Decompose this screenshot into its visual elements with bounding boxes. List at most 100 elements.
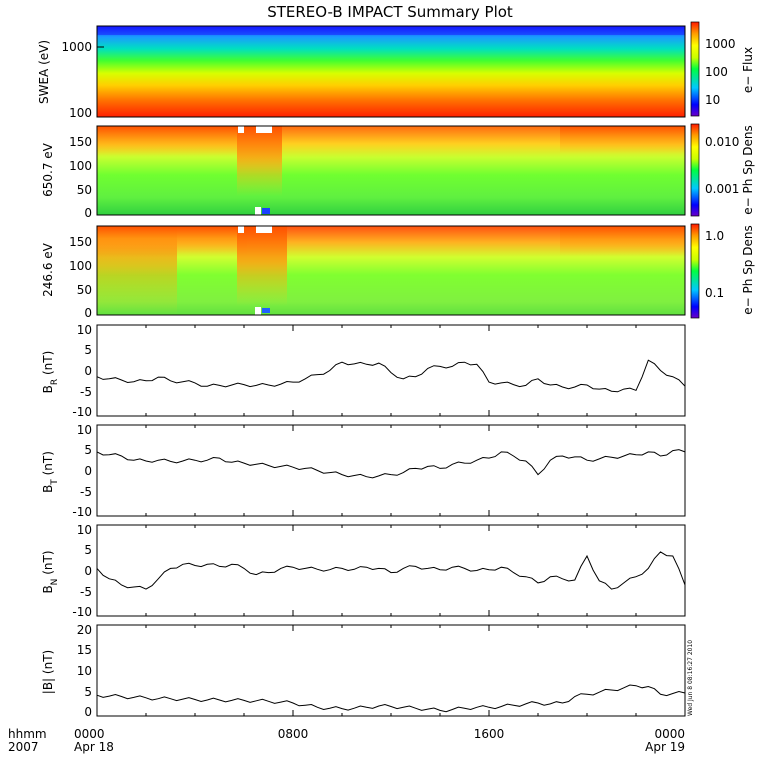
bmag-ytick-15: 15 (77, 643, 92, 657)
bt-ytick-0: 0 (84, 464, 92, 478)
pad246-ytick-50: 50 (77, 283, 92, 297)
bn-panel: BN (nT) 10 5 0 -5 -10 (41, 523, 686, 619)
time-corner-top: hhmm (8, 727, 47, 741)
pad246-hot-region (237, 226, 287, 306)
pad246-panel: 246.6 eV 150 100 50 0 1.0 0.1 e− Ph Sp D… (41, 223, 755, 320)
pad246-ytick-0: 0 (84, 306, 92, 320)
bmag-line (96, 684, 686, 713)
pad650-colorbar (690, 123, 700, 217)
br-ytick-5: 5 (84, 343, 92, 357)
br-xticks (96, 325, 686, 416)
bn-ytick-0: 0 (84, 564, 92, 578)
swea-cbtick-100: 100 (705, 65, 728, 79)
bt-ytick-m10: -10 (72, 505, 92, 519)
swea-colorbar (690, 21, 700, 117)
pad246-hot-region (97, 226, 247, 254)
pad246-gap (238, 226, 244, 233)
swea-top-band (97, 26, 685, 35)
pad650-ylabel: 650.7 eV (41, 142, 55, 197)
br-panel: BR (nT) 10 5 0 -5 -10 (41, 323, 686, 419)
time-tick-label: 0000 (74, 727, 105, 741)
pad650-hot-region (97, 126, 237, 156)
pad650-low-spot (262, 208, 270, 214)
pad650-ytick-150: 150 (69, 135, 92, 149)
timestamp: Wed Jun 8 08:16:27 2010 (687, 640, 694, 716)
pad650-hot-regions (97, 126, 685, 215)
time-tick-sublabel: Apr 18 (74, 740, 114, 754)
bn-ylabel: BN (nT) (41, 550, 60, 593)
pad650-cbtick-0001: 0.001 (705, 182, 739, 196)
time-corner-bottom: 2007 (8, 740, 39, 754)
pad650-colorbar-label: e− Ph Sp Dens (741, 125, 755, 214)
swea-heatmap (97, 26, 685, 117)
pad650-hot-region (560, 126, 685, 154)
pad246-gap (256, 226, 272, 233)
pad246-cbtick-01: 0.1 (705, 286, 724, 300)
swea-ytick-1000: 1000 (61, 40, 92, 54)
bn-ytick-m5: -5 (80, 585, 92, 599)
pad650-gap (238, 126, 244, 133)
plot-title: STEREO-B IMPACT Summary Plot (267, 3, 513, 21)
bt-ylabel: BT (nT) (41, 451, 60, 493)
pad246-ytick-150: 150 (69, 235, 92, 249)
bt-panel: BT (nT) 10 5 0 -5 -10 (41, 423, 686, 519)
swea-cbtick-1000: 1000 (705, 37, 736, 51)
pad650-gap (255, 207, 261, 215)
bn-frame (96, 524, 686, 617)
pad650-panel: 650.7 eV 150 100 50 0 0.010 0.001 e− Ph … (41, 123, 755, 220)
bn-ytick-5: 5 (84, 543, 92, 557)
pad246-colorbar-label: e− Ph Sp Dens (741, 225, 755, 314)
bn-ytick-m10: -10 (72, 605, 92, 619)
bmag-ytick-20: 20 (77, 623, 92, 637)
time-tick-label: 1600 (474, 727, 505, 741)
bt-ytick-m5: -5 (80, 485, 92, 499)
bmag-ytick-10: 10 (77, 664, 92, 678)
pad650-frame (96, 125, 686, 216)
pad650-ytick-0: 0 (84, 206, 92, 220)
pad246-hot-regions (97, 226, 685, 315)
pad246-gap (255, 307, 261, 315)
br-ytick-m10: -10 (72, 405, 92, 419)
pad650-cbtick-0010: 0.010 (705, 135, 739, 149)
br-ytick-0: 0 (84, 364, 92, 378)
pad246-cbtick-10: 1.0 (705, 229, 724, 243)
bmag-ytick-5: 5 (84, 685, 92, 699)
bmag-xticks (96, 625, 686, 716)
bn-line (96, 551, 686, 590)
br-frame (96, 324, 686, 417)
br-ytick-10: 10 (77, 323, 92, 337)
bt-frame (96, 424, 686, 517)
time-axis: hhmm 2007 0000 Apr 18 0800 1600 0000 Apr… (8, 727, 685, 754)
pad650-hot-region (237, 126, 282, 196)
bt-ytick-5: 5 (84, 443, 92, 457)
pad246-ytick-100: 100 (69, 259, 92, 273)
pad650-gap (256, 126, 272, 133)
pad246-colorbar (690, 223, 700, 319)
swea-colorbar-label: e− Flux (741, 47, 755, 93)
pad246-low-spot (262, 308, 270, 313)
bmag-frame (96, 624, 686, 717)
bt-ytick-10: 10 (77, 423, 92, 437)
br-ytick-m5: -5 (80, 385, 92, 399)
bmag-ytick-0: 0 (84, 705, 92, 719)
time-tick-sublabel: Apr 19 (645, 740, 685, 754)
bt-xticks (96, 425, 686, 516)
bt-line (96, 449, 686, 479)
pad246-ylabel: 246.6 eV (41, 242, 55, 297)
bmag-panel: |B| (nT) 20 15 10 5 0 Wed Jun 8 08:16:27… (41, 623, 694, 719)
pad650-ytick-50: 50 (77, 183, 92, 197)
bn-ytick-10: 10 (77, 523, 92, 537)
time-tick-label: 0800 (278, 727, 309, 741)
swea-ytick-100: 100 (69, 106, 92, 120)
br-ylabel: BR (nT) (41, 351, 60, 394)
swea-frame (96, 25, 686, 118)
pad246-hot-region (560, 226, 685, 256)
swea-ylabel: SWEA (eV) (37, 40, 51, 104)
bn-xticks (96, 525, 686, 616)
pad246-frame (96, 225, 686, 316)
br-line (96, 359, 686, 393)
bmag-ylabel: |B| (nT) (41, 650, 55, 694)
pad650-ytick-100: 100 (69, 159, 92, 173)
swea-panel: SWEA (eV) 1000 100 1000 100 10 e− Flux (37, 21, 755, 120)
